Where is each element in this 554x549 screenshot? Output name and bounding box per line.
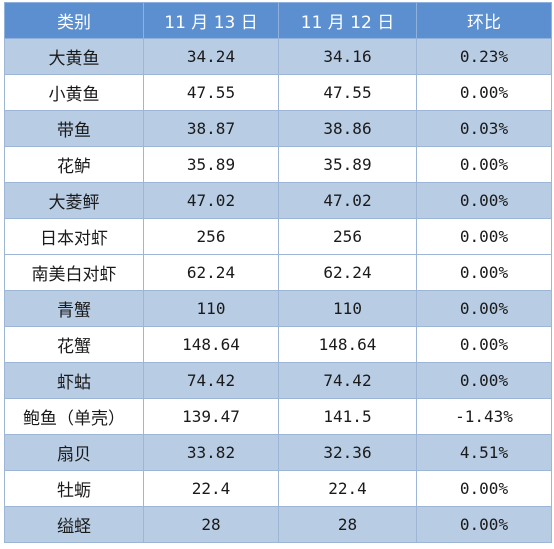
table-row: 带鱼 38.87 38.86 0.03% bbox=[4, 110, 552, 147]
cell-nov13: 33.82 bbox=[143, 434, 279, 471]
cell-nov12: 32.36 bbox=[278, 434, 417, 471]
cell-change: 0.00% bbox=[416, 74, 552, 111]
table-row: 虾蛄 74.42 74.42 0.00% bbox=[4, 362, 552, 399]
cell-category: 带鱼 bbox=[4, 110, 144, 147]
cell-category: 牡蛎 bbox=[4, 470, 144, 507]
cell-category: 大黄鱼 bbox=[4, 38, 144, 75]
table-row: 小黄鱼 47.55 47.55 0.00% bbox=[4, 74, 552, 111]
header-category: 类别 bbox=[4, 2, 144, 39]
cell-change: 0.00% bbox=[416, 326, 552, 363]
table-row: 牡蛎 22.4 22.4 0.00% bbox=[4, 470, 552, 507]
cell-nov13: 47.02 bbox=[143, 182, 279, 219]
table-row: 鲍鱼（单壳） 139.47 141.5 -1.43% bbox=[4, 398, 552, 435]
cell-category: 南美白对虾 bbox=[4, 254, 144, 291]
table-row: 大黄鱼 34.24 34.16 0.23% bbox=[4, 38, 552, 75]
cell-nov12: 62.24 bbox=[278, 254, 417, 291]
cell-category: 花蟹 bbox=[4, 326, 144, 363]
cell-nov13: 62.24 bbox=[143, 254, 279, 291]
cell-category: 小黄鱼 bbox=[4, 74, 144, 111]
price-table-container: 类别 11 月 13 日 11 月 12 日 环比 大黄鱼 34.24 34.1… bbox=[4, 2, 552, 543]
table-row: 扇贝 33.82 32.36 4.51% bbox=[4, 434, 552, 471]
cell-category: 鲍鱼（单壳） bbox=[4, 398, 144, 435]
cell-nov12: 47.02 bbox=[278, 182, 417, 219]
cell-category: 虾蛄 bbox=[4, 362, 144, 399]
cell-nov12: 47.55 bbox=[278, 74, 417, 111]
cell-nov12: 34.16 bbox=[278, 38, 417, 75]
table-row: 花蟹 148.64 148.64 0.00% bbox=[4, 326, 552, 363]
cell-nov12: 28 bbox=[278, 506, 417, 543]
header-nov13: 11 月 13 日 bbox=[143, 2, 279, 39]
cell-nov13: 74.42 bbox=[143, 362, 279, 399]
cell-change: 0.00% bbox=[416, 362, 552, 399]
cell-category: 缢蛏 bbox=[4, 506, 144, 543]
table-row: 青蟹 110 110 0.00% bbox=[4, 290, 552, 327]
cell-nov12: 110 bbox=[278, 290, 417, 327]
cell-nov12: 35.89 bbox=[278, 146, 417, 183]
price-table: 类别 11 月 13 日 11 月 12 日 环比 大黄鱼 34.24 34.1… bbox=[4, 2, 552, 543]
cell-nov12: 22.4 bbox=[278, 470, 417, 507]
cell-nov13: 139.47 bbox=[143, 398, 279, 435]
cell-change: -1.43% bbox=[416, 398, 552, 435]
header-change: 环比 bbox=[416, 2, 552, 39]
cell-change: 0.00% bbox=[416, 218, 552, 255]
cell-category: 大菱鲆 bbox=[4, 182, 144, 219]
cell-nov13: 110 bbox=[143, 290, 279, 327]
cell-change: 0.00% bbox=[416, 254, 552, 291]
cell-nov12: 141.5 bbox=[278, 398, 417, 435]
cell-category: 扇贝 bbox=[4, 434, 144, 471]
cell-category: 青蟹 bbox=[4, 290, 144, 327]
cell-nov13: 47.55 bbox=[143, 74, 279, 111]
cell-change: 4.51% bbox=[416, 434, 552, 471]
table-row: 大菱鲆 47.02 47.02 0.00% bbox=[4, 182, 552, 219]
header-nov12: 11 月 12 日 bbox=[278, 2, 417, 39]
cell-nov12: 38.86 bbox=[278, 110, 417, 147]
table-row: 缢蛏 28 28 0.00% bbox=[4, 506, 552, 543]
cell-change: 0.00% bbox=[416, 182, 552, 219]
cell-change: 0.23% bbox=[416, 38, 552, 75]
cell-nov13: 148.64 bbox=[143, 326, 279, 363]
cell-nov13: 22.4 bbox=[143, 470, 279, 507]
cell-nov13: 28 bbox=[143, 506, 279, 543]
cell-change: 0.00% bbox=[416, 290, 552, 327]
cell-nov13: 256 bbox=[143, 218, 279, 255]
cell-nov13: 38.87 bbox=[143, 110, 279, 147]
cell-nov12: 256 bbox=[278, 218, 417, 255]
cell-change: 0.03% bbox=[416, 110, 552, 147]
table-row: 日本对虾 256 256 0.00% bbox=[4, 218, 552, 255]
cell-nov13: 35.89 bbox=[143, 146, 279, 183]
table-row: 南美白对虾 62.24 62.24 0.00% bbox=[4, 254, 552, 291]
cell-nov12: 148.64 bbox=[278, 326, 417, 363]
cell-nov13: 34.24 bbox=[143, 38, 279, 75]
table-row: 花鲈 35.89 35.89 0.00% bbox=[4, 146, 552, 183]
table-header-row: 类别 11 月 13 日 11 月 12 日 环比 bbox=[4, 2, 552, 39]
cell-change: 0.00% bbox=[416, 506, 552, 543]
cell-nov12: 74.42 bbox=[278, 362, 417, 399]
cell-category: 日本对虾 bbox=[4, 218, 144, 255]
cell-category: 花鲈 bbox=[4, 146, 144, 183]
cell-change: 0.00% bbox=[416, 146, 552, 183]
cell-change: 0.00% bbox=[416, 470, 552, 507]
